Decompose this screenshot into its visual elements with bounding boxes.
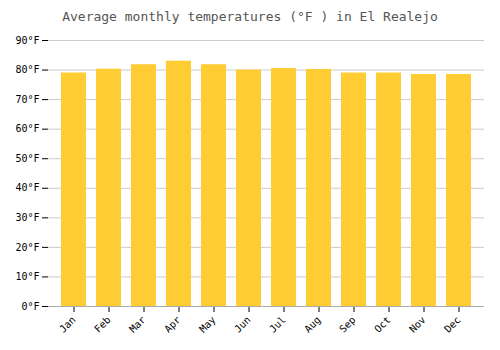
svg-text:80°F: 80°F (15, 64, 39, 75)
svg-text:Mar: Mar (127, 314, 148, 335)
svg-text:60°F: 60°F (15, 123, 39, 134)
svg-text:Jan: Jan (57, 314, 78, 335)
svg-text:50°F: 50°F (15, 153, 39, 164)
svg-text:Oct: Oct (372, 314, 393, 335)
svg-text:Feb: Feb (92, 314, 113, 335)
svg-text:0°F: 0°F (21, 301, 39, 312)
svg-text:Nov: Nov (407, 314, 428, 335)
svg-text:Dec: Dec (442, 314, 463, 335)
svg-text:20°F: 20°F (15, 242, 39, 253)
html-text:Average monthly temperatures (: Average monthly temperatures (°F ) in El… (62, 9, 438, 24)
svg-text:Jul: Jul (267, 314, 288, 335)
svg-text:Apr: Apr (162, 314, 183, 335)
svg-text:10°F: 10°F (15, 271, 39, 282)
svg-text:30°F: 30°F (15, 212, 39, 223)
svg-text:Jun: Jun (232, 314, 253, 335)
svg-text:40°F: 40°F (15, 182, 39, 193)
svg-text:Aug: Aug (302, 314, 323, 335)
svg-text:90°F: 90°F (15, 35, 39, 46)
svg-text:70°F: 70°F (15, 94, 39, 105)
svg-text:May: May (197, 314, 218, 335)
svg-text:Sep: Sep (337, 314, 358, 335)
